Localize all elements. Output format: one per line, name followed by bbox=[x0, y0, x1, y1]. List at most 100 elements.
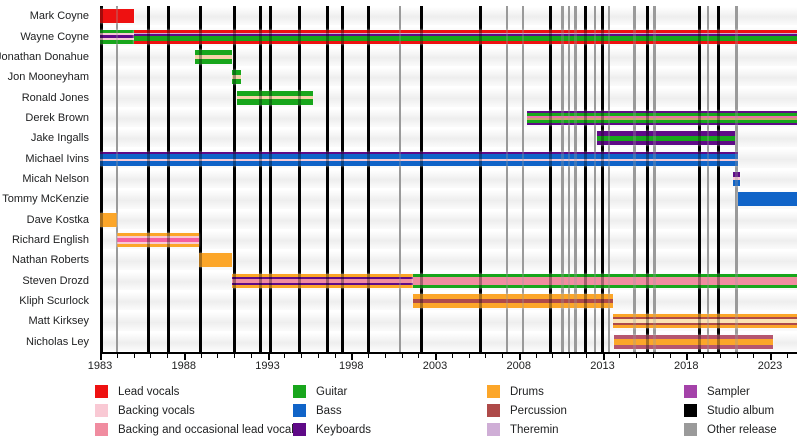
studio-album-line bbox=[549, 6, 553, 352]
other-release-line bbox=[706, 6, 710, 352]
role-stripe bbox=[413, 276, 797, 285]
role-stripe bbox=[100, 9, 134, 24]
other-release-line bbox=[398, 6, 402, 352]
role-stripe bbox=[195, 49, 233, 55]
axis-tick bbox=[133, 354, 135, 358]
axis-tick bbox=[669, 354, 671, 358]
axis-tick bbox=[351, 354, 354, 360]
legend-column: Lead vocals Backing vocals Backing and occ… bbox=[95, 382, 300, 439]
legend-swatch-icon bbox=[684, 385, 697, 398]
row-label: Nicholas Ley bbox=[26, 335, 89, 348]
axis-tick bbox=[150, 354, 152, 358]
row-label: Nathan Roberts bbox=[11, 254, 89, 267]
axis-tick bbox=[368, 354, 369, 358]
axis-tick bbox=[317, 354, 319, 358]
role-stripe bbox=[198, 253, 233, 268]
legend-swatch-icon bbox=[293, 385, 306, 398]
studio-album-line bbox=[167, 6, 171, 352]
legend-swatch-icon bbox=[95, 404, 108, 417]
role-stripe bbox=[195, 58, 233, 64]
role-stripe bbox=[597, 131, 735, 136]
other-release-line bbox=[505, 6, 509, 352]
axis-tick bbox=[250, 354, 252, 358]
row-label: Wayne Coyne bbox=[20, 30, 89, 43]
role-stripe bbox=[413, 303, 613, 309]
studio-album-line bbox=[646, 6, 650, 352]
other-release-line bbox=[633, 6, 636, 352]
row-label: Steven Drozd bbox=[22, 274, 89, 287]
member-bar bbox=[100, 29, 134, 44]
legend-column: Drums Percussion Theremin bbox=[487, 382, 567, 439]
studio-album-line bbox=[478, 6, 482, 352]
legend-swatch-icon bbox=[293, 404, 306, 417]
member-bar bbox=[198, 253, 233, 268]
legend-label: Bass bbox=[316, 404, 342, 417]
row-label: Ronald Jones bbox=[21, 91, 89, 104]
other-release-line bbox=[398, 6, 402, 352]
axis-tick bbox=[217, 354, 219, 358]
role-stripe bbox=[612, 325, 797, 329]
studio-album-line bbox=[199, 6, 202, 352]
axis-tick bbox=[384, 354, 386, 358]
studio-album-line bbox=[326, 6, 330, 352]
member-bar bbox=[527, 110, 797, 125]
axis-tick bbox=[468, 354, 470, 358]
legend-label: Backing and occasional lead vocals bbox=[118, 423, 300, 436]
role-stripe bbox=[133, 35, 797, 41]
member-bar bbox=[232, 273, 414, 288]
axis-tick bbox=[451, 354, 453, 358]
legend-label: Backing vocals bbox=[118, 404, 195, 417]
member-bar bbox=[195, 49, 233, 64]
member-labels-column: Mark Coyne Wayne Coyne Jonathan Donahue Jon… bbox=[0, 6, 95, 352]
studio-album-line bbox=[297, 6, 301, 352]
role-stripe bbox=[232, 273, 414, 277]
role-stripe bbox=[133, 32, 797, 34]
axis-tick bbox=[100, 354, 102, 360]
row-label: Richard English bbox=[11, 234, 89, 247]
row-label: Micah Nelson bbox=[22, 173, 89, 185]
role-stripe bbox=[133, 29, 797, 33]
axis-tick-label: 1983 bbox=[87, 360, 113, 372]
legend-swatch-icon bbox=[684, 404, 697, 417]
studio-album-line bbox=[716, 6, 720, 352]
studio-album-line bbox=[147, 6, 151, 352]
axis-tick bbox=[686, 354, 689, 360]
member-bar bbox=[413, 294, 613, 309]
member-bar bbox=[100, 151, 739, 166]
legend-item: Theremin bbox=[487, 420, 567, 439]
axis-tick bbox=[183, 354, 186, 360]
role-stripe bbox=[100, 159, 739, 162]
other-release-line bbox=[735, 6, 738, 352]
row-label: Kliph Scurlock bbox=[19, 295, 89, 308]
role-stripe bbox=[232, 75, 241, 80]
role-stripe bbox=[116, 236, 199, 239]
axis-tick bbox=[535, 354, 537, 358]
legend-swatch-icon bbox=[487, 385, 500, 398]
other-release-line bbox=[633, 6, 636, 352]
studio-album-line bbox=[100, 6, 104, 352]
plot-area bbox=[100, 6, 797, 352]
other-release-line bbox=[521, 6, 525, 352]
role-stripe bbox=[100, 33, 134, 36]
role-stripe bbox=[232, 278, 414, 283]
x-axis-line bbox=[100, 352, 797, 354]
studio-album-line bbox=[259, 6, 263, 352]
studio-album-line bbox=[584, 6, 588, 352]
axis-tick bbox=[267, 354, 270, 360]
studio-album-line bbox=[601, 6, 604, 352]
other-release-line bbox=[561, 6, 564, 352]
row-band bbox=[100, 190, 797, 209]
member-bar bbox=[133, 29, 797, 44]
legend-swatch-icon bbox=[95, 385, 108, 398]
role-stripe bbox=[614, 339, 774, 345]
member-bar bbox=[733, 172, 740, 186]
legend-swatch-icon bbox=[684, 423, 697, 436]
other-release-line bbox=[561, 6, 564, 352]
role-stripe bbox=[100, 29, 134, 34]
studio-album-line bbox=[366, 6, 370, 352]
member-bar bbox=[116, 233, 199, 248]
role-stripe bbox=[237, 95, 313, 100]
member-bar bbox=[612, 314, 797, 329]
other-release-line bbox=[653, 6, 656, 352]
axis-tick bbox=[485, 354, 487, 358]
